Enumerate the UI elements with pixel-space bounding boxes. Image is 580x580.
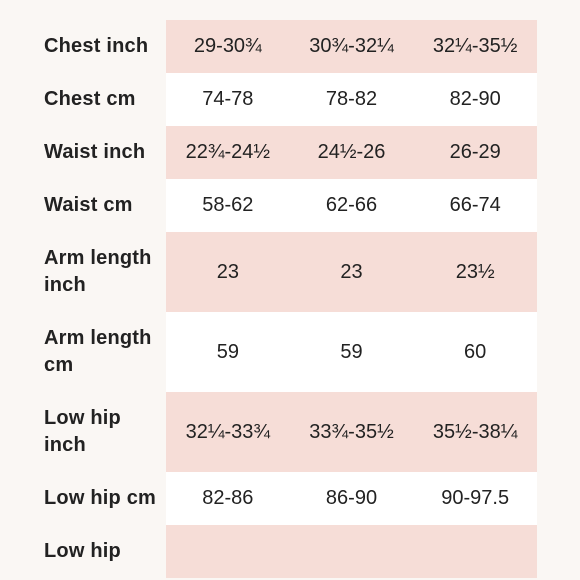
size-cell: 23 [289,232,414,312]
size-cell: 60 [413,312,538,392]
row-cells: 23 23 23½ [166,232,538,312]
row-label: Waist cm [44,194,133,216]
size-cell: 23½ [413,232,538,312]
size-cell: 58-62 [166,179,290,232]
table-row: Waist inch 22¾-24½ 24½-26 26-29 [0,126,580,179]
row-label: Low hip [44,540,121,562]
size-cell: 74-78 [166,73,290,126]
size-cell: 23 [166,232,290,312]
size-cell: 59 [166,312,290,392]
row-label: Arm length cm [44,327,152,376]
size-cell [166,525,290,578]
size-cell: 22¾-24½ [166,126,290,179]
table-row: Low hip inch 32¼-33¾ 33¾-35½ 35½-38¼ [0,392,580,472]
row-cells: 29-30¾ 30¾-32¼ 32¼-35½ [166,20,538,73]
size-cell [413,525,538,578]
size-cell: 66-74 [413,179,538,232]
table-row: Chest cm 74-78 78-82 82-90 [0,73,580,126]
size-cell: 82-86 [166,472,290,525]
size-cell: 78-82 [289,73,414,126]
size-table: Chest inch 29-30¾ 30¾-32¼ 32¼-35½ Chest cm 74… [0,20,580,578]
row-label: Waist inch [44,141,146,163]
table-row: Chest inch 29-30¾ 30¾-32¼ 32¼-35½ [0,20,580,73]
table-row: Arm length inch 23 23 23½ [0,232,580,312]
row-label: Chest cm [44,88,136,110]
row-cells [166,525,538,578]
size-cell: 82-90 [413,73,538,126]
size-cell: 24½-26 [289,126,414,179]
row-label: Low hip cm [44,487,156,509]
row-cells: 74-78 78-82 82-90 [166,73,538,126]
row-cells: 22¾-24½ 24½-26 26-29 [166,126,538,179]
row-label: Chest inch [44,35,149,57]
row-cells: 58-62 62-66 66-74 [166,179,538,232]
size-cell: 32¼-35½ [413,20,538,73]
row-cells: 82-86 86-90 90-97.5 [166,472,538,525]
size-cell [289,525,414,578]
table-row: Low hip cm 82-86 86-90 90-97.5 [0,472,580,525]
size-cell: 33¾-35½ [289,392,414,472]
size-cell: 86-90 [289,472,414,525]
row-label: Low hip inch [44,407,121,456]
table-row: Arm length cm 59 59 60 [0,312,580,392]
row-label: Arm length inch [44,247,152,296]
size-cell: 62-66 [289,179,414,232]
size-cell: 32¼-33¾ [166,392,290,472]
size-cell: 35½-38¼ [413,392,538,472]
size-cell: 26-29 [413,126,538,179]
size-cell: 90-97.5 [413,472,538,525]
size-cell: 30¾-32¼ [289,20,414,73]
size-cell: 29-30¾ [166,20,290,73]
row-cells: 32¼-33¾ 33¾-35½ 35½-38¼ [166,392,538,472]
row-cells: 59 59 60 [166,312,538,392]
table-row: Waist cm 58-62 62-66 66-74 [0,179,580,232]
table-row: Low hip [0,525,580,578]
size-cell: 59 [289,312,414,392]
